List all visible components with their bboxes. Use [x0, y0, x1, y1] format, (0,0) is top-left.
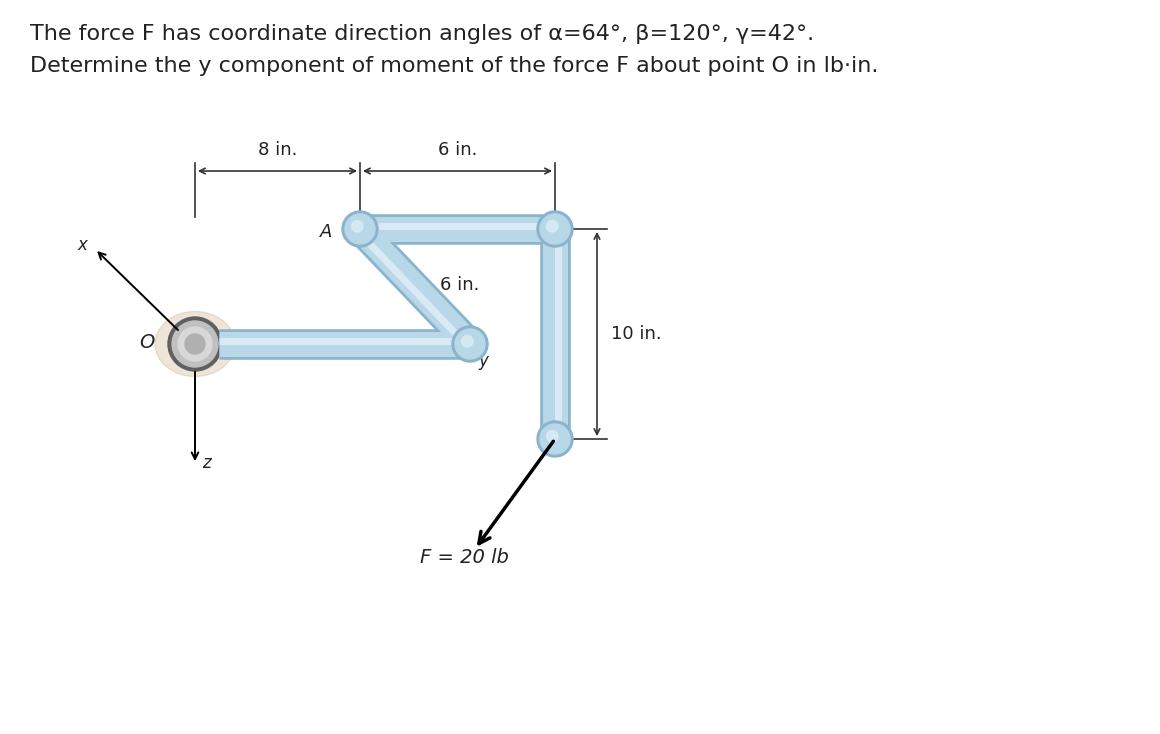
Text: 6 in.: 6 in.: [440, 277, 479, 294]
Circle shape: [541, 214, 570, 244]
Circle shape: [541, 424, 570, 454]
Text: A: A: [320, 223, 332, 241]
Circle shape: [546, 221, 558, 232]
Circle shape: [184, 334, 205, 354]
Circle shape: [177, 327, 212, 361]
Text: z: z: [202, 454, 211, 472]
Circle shape: [345, 214, 375, 244]
Text: 8 in.: 8 in.: [258, 141, 297, 159]
Circle shape: [452, 326, 488, 362]
Text: Determine the y component of moment of the force F about point O in lb·in.: Determine the y component of moment of t…: [30, 56, 878, 76]
Circle shape: [537, 211, 573, 247]
Text: 10 in.: 10 in.: [611, 325, 661, 343]
Text: O: O: [139, 333, 155, 352]
Circle shape: [546, 431, 558, 442]
Text: F = 20 lb: F = 20 lb: [420, 548, 509, 567]
Circle shape: [462, 335, 473, 347]
Text: 6 in.: 6 in.: [437, 141, 477, 159]
Text: x: x: [77, 236, 87, 254]
Circle shape: [351, 221, 363, 232]
Text: y: y: [478, 352, 488, 370]
Circle shape: [172, 321, 218, 367]
Circle shape: [342, 211, 378, 247]
Text: The force F has coordinate direction angles of α=64°, β=120°, γ=42°.: The force F has coordinate direction ang…: [30, 24, 814, 44]
Circle shape: [168, 317, 222, 371]
Circle shape: [455, 329, 485, 359]
Ellipse shape: [155, 311, 235, 377]
Circle shape: [537, 421, 573, 457]
